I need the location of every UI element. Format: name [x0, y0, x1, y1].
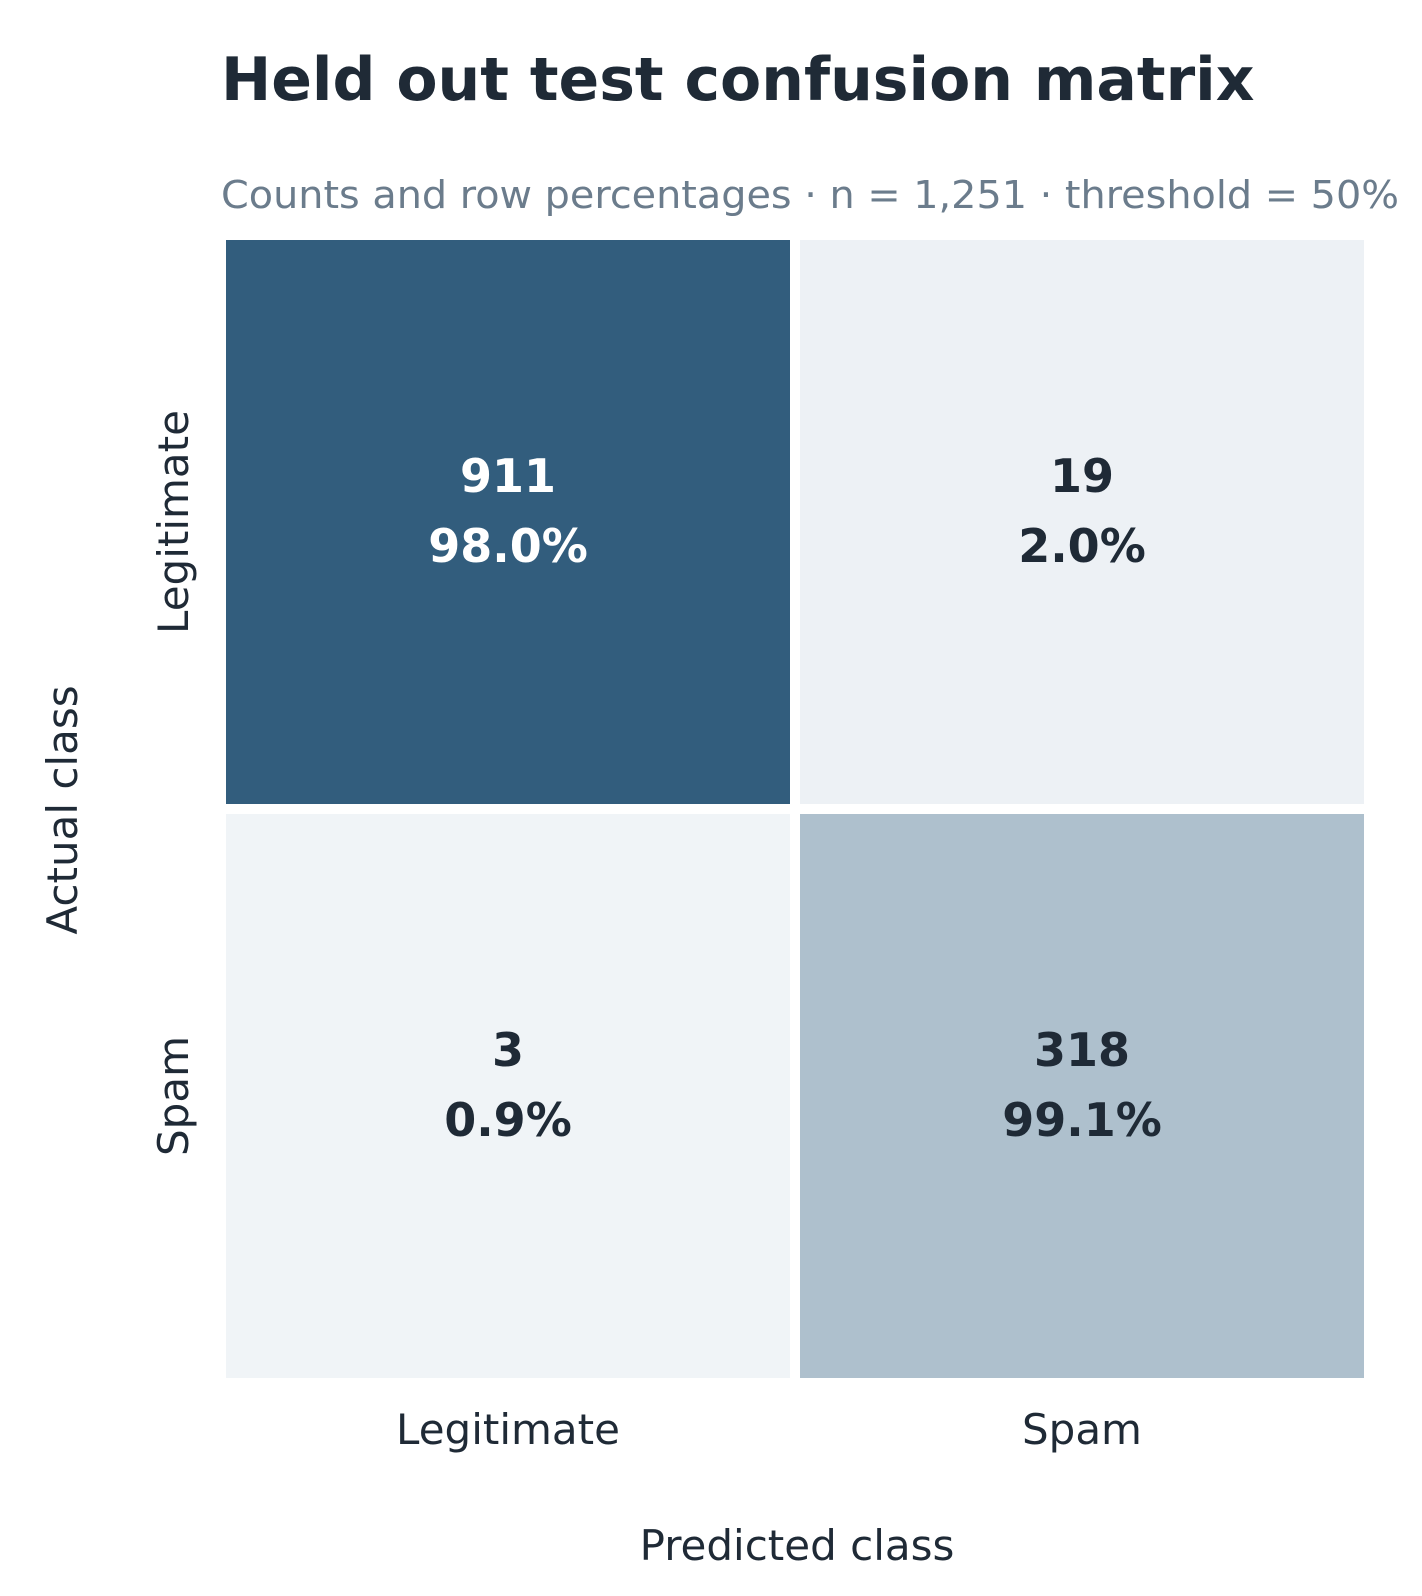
cell-legitimate-legitimate — [226, 240, 790, 804]
cell-spam-spam — [800, 814, 1364, 1378]
cell-legitimate-spam-percent: 2.0% — [1018, 519, 1146, 573]
heatmap-cells: 911 98.0% 19 2.0% 3 0.9% 318 99.1% — [226, 240, 1364, 1378]
chart-title: Held out test confusion matrix — [221, 45, 1254, 115]
y-axis-ticks: Legitimate Spam — [149, 410, 198, 1156]
x-tick-label-spam: Spam — [1022, 1405, 1142, 1454]
cell-legitimate-legitimate-count: 911 — [460, 449, 556, 503]
cell-spam-spam-percent: 99.1% — [1002, 1093, 1162, 1147]
x-axis-title: Predicted class — [640, 1521, 955, 1570]
x-tick-label-legitimate: Legitimate — [396, 1405, 620, 1454]
cell-legitimate-legitimate-percent: 98.0% — [428, 519, 588, 573]
cell-spam-legitimate-count: 3 — [492, 1023, 524, 1077]
cell-legitimate-spam — [800, 240, 1364, 804]
y-axis-title: Actual class — [38, 685, 87, 934]
cell-spam-legitimate — [226, 814, 790, 1378]
cell-spam-spam-count: 318 — [1034, 1023, 1130, 1077]
x-axis-ticks: Legitimate Spam — [396, 1405, 1142, 1454]
cell-legitimate-spam-count: 19 — [1050, 449, 1114, 503]
y-tick-label-legitimate: Legitimate — [149, 410, 198, 634]
cell-spam-legitimate-percent: 0.9% — [444, 1093, 572, 1147]
y-tick-label-spam: Spam — [149, 1036, 198, 1156]
chart-subtitle: Counts and row percentages · n = 1,251 ·… — [221, 173, 1399, 217]
